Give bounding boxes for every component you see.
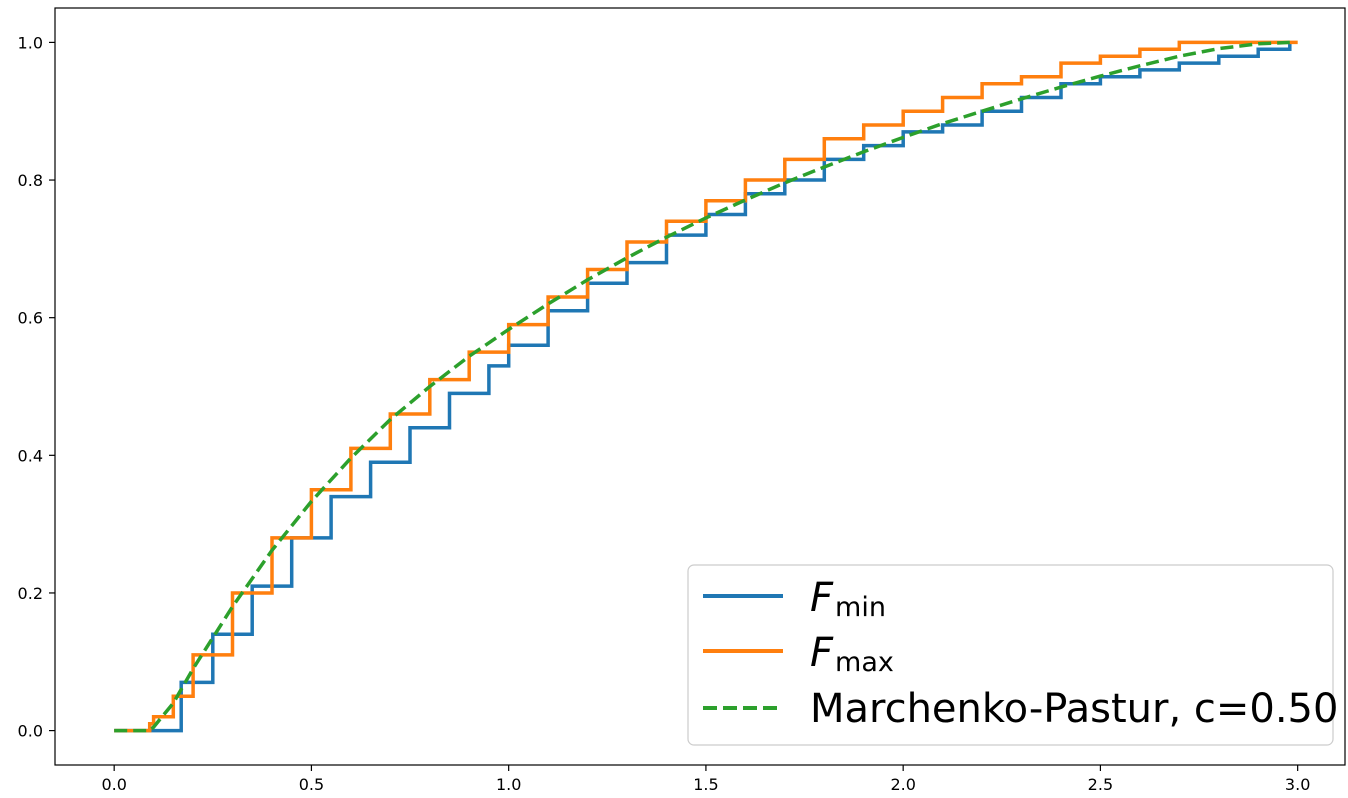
series-line-2: [114, 40, 1290, 733]
series-line-1: [114, 40, 1298, 733]
x-axis: 0.0 0.5 1.0 1.5 2.0 2.5 3.0: [101, 765, 1310, 794]
x-tick-label: 3.0: [1285, 775, 1310, 794]
x-tick-label: 2.0: [890, 775, 915, 794]
y-tick-label: 0.6: [18, 309, 43, 328]
x-tick-label: 1.5: [693, 775, 718, 794]
legend-label-mp: Marchenko-Pastur, c=0.50: [810, 686, 1338, 732]
plot-frame: [54, 7, 1346, 766]
y-tick-label: 0.0: [18, 722, 43, 741]
x-tick-label: 0.0: [101, 775, 126, 794]
y-tick-label: 0.4: [18, 446, 43, 465]
x-tick-label: 2.5: [1088, 775, 1113, 794]
y-tick-label: 1.0: [18, 33, 43, 52]
legend-label-fmax: Fmax: [810, 630, 894, 678]
legend-box: [687, 564, 1334, 746]
legend-label-fmin: Fmin: [810, 575, 886, 623]
y-tick-label: 0.2: [18, 584, 43, 603]
x-tick-label: 0.5: [299, 775, 324, 794]
plot-lines: [114, 40, 1298, 733]
x-tick-label: 1.0: [496, 775, 521, 794]
legend: Fmin Fmax Marchenko-Pastur, c=0.50: [687, 564, 1338, 746]
y-axis: 0.0 0.2 0.4 0.6 0.8 1.0: [18, 33, 55, 741]
y-tick-label: 0.8: [18, 171, 43, 190]
